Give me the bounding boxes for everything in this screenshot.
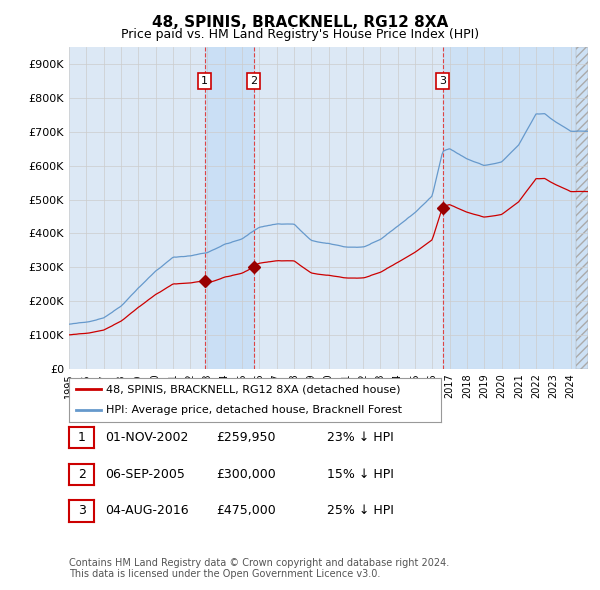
Bar <box>576 47 588 369</box>
Text: 04-AUG-2016: 04-AUG-2016 <box>105 504 188 517</box>
Text: 3: 3 <box>77 504 86 517</box>
Text: 2: 2 <box>250 76 257 86</box>
Bar <box>576 47 588 369</box>
Text: 1: 1 <box>201 76 208 86</box>
Text: Contains HM Land Registry data © Crown copyright and database right 2024.
This d: Contains HM Land Registry data © Crown c… <box>69 558 449 579</box>
Text: 2: 2 <box>77 468 86 481</box>
Text: 1: 1 <box>77 431 86 444</box>
Text: £259,950: £259,950 <box>216 431 275 444</box>
Bar <box>443 47 588 369</box>
Text: 01-NOV-2002: 01-NOV-2002 <box>105 431 188 444</box>
Text: 15% ↓ HPI: 15% ↓ HPI <box>327 468 394 481</box>
Text: Price paid vs. HM Land Registry's House Price Index (HPI): Price paid vs. HM Land Registry's House … <box>121 28 479 41</box>
Text: £475,000: £475,000 <box>216 504 276 517</box>
Text: 06-SEP-2005: 06-SEP-2005 <box>105 468 185 481</box>
Text: 48, SPINIS, BRACKNELL, RG12 8XA (detached house): 48, SPINIS, BRACKNELL, RG12 8XA (detache… <box>106 384 401 394</box>
Text: 25% ↓ HPI: 25% ↓ HPI <box>327 504 394 517</box>
Bar <box>205 47 254 369</box>
Text: HPI: Average price, detached house, Bracknell Forest: HPI: Average price, detached house, Brac… <box>106 405 402 415</box>
Text: 23% ↓ HPI: 23% ↓ HPI <box>327 431 394 444</box>
Text: 3: 3 <box>439 76 446 86</box>
Text: 48, SPINIS, BRACKNELL, RG12 8XA: 48, SPINIS, BRACKNELL, RG12 8XA <box>152 15 448 30</box>
Text: £300,000: £300,000 <box>216 468 276 481</box>
